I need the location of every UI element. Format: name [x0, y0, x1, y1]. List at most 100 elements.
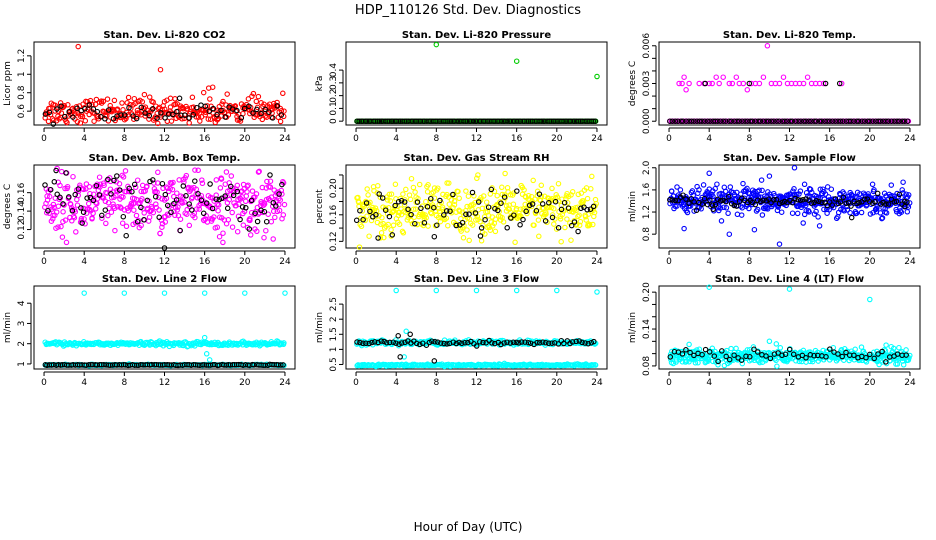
data-point — [144, 197, 151, 204]
data-point — [432, 339, 438, 345]
data-point — [902, 203, 908, 210]
plot-frame — [658, 285, 921, 370]
data-point — [497, 199, 503, 205]
data-point — [672, 197, 679, 204]
data-point — [667, 354, 674, 360]
data-point — [800, 347, 807, 354]
data-point — [177, 216, 184, 222]
panel-title: Stan. Dev. Li-820 CO2 — [103, 30, 225, 41]
data-point — [222, 114, 229, 120]
data-point — [239, 204, 246, 210]
data-point — [154, 115, 160, 121]
data-point — [247, 217, 253, 224]
x-tick-label: 4 — [393, 378, 399, 388]
data-point — [723, 198, 729, 205]
data-point — [168, 118, 175, 124]
data-point — [883, 342, 889, 348]
data-point — [195, 167, 201, 174]
data-point — [706, 170, 712, 177]
data-point — [209, 205, 216, 212]
data-point — [61, 103, 68, 109]
data-point — [65, 102, 71, 108]
data-point — [871, 355, 877, 362]
data-point — [382, 207, 389, 213]
y-tick-label: 1.5 — [329, 327, 339, 341]
data-point — [699, 201, 706, 207]
y-tick-label: 1.2 — [642, 205, 652, 219]
data-point — [806, 118, 812, 124]
data-point — [494, 192, 500, 199]
data-point — [245, 182, 251, 188]
data-point — [436, 118, 443, 124]
data-point — [170, 111, 176, 118]
data-point — [848, 203, 854, 209]
data-point — [242, 290, 248, 296]
data-point — [59, 234, 66, 240]
data-point — [800, 196, 806, 203]
data-point — [816, 223, 823, 229]
data-point — [209, 84, 216, 90]
x-tick-label: 0 — [353, 257, 359, 267]
data-point — [109, 107, 115, 114]
data-point — [590, 221, 596, 228]
data-point — [249, 93, 255, 100]
data-point — [851, 118, 857, 124]
data-point — [874, 190, 881, 197]
data-point — [280, 90, 286, 97]
data-point — [580, 198, 587, 204]
data-point — [579, 339, 585, 346]
x-tick-label: 16 — [511, 378, 523, 388]
data-point — [154, 189, 160, 195]
data-point — [522, 339, 528, 345]
data-point — [116, 181, 123, 187]
data-point — [704, 118, 711, 124]
data-point — [554, 287, 560, 294]
data-point — [891, 118, 898, 124]
data-point — [451, 202, 458, 208]
data-point — [132, 184, 139, 191]
data-point — [507, 340, 514, 346]
data-point — [904, 209, 911, 215]
data-point — [255, 93, 262, 100]
data-point — [867, 118, 873, 124]
data-point — [93, 96, 100, 103]
data-point — [408, 217, 414, 224]
data-point — [880, 199, 886, 206]
data-point — [141, 217, 147, 223]
data-point — [247, 215, 253, 222]
data-point — [171, 200, 177, 207]
data-point — [792, 118, 799, 124]
data-point — [72, 191, 78, 198]
data-point — [719, 348, 725, 354]
data-point — [214, 224, 221, 231]
data-point — [229, 209, 235, 216]
x-tick-label: 16 — [199, 257, 211, 267]
data-point — [62, 113, 68, 120]
data-point — [238, 115, 245, 121]
data-point — [555, 180, 562, 187]
data-point — [69, 218, 75, 224]
data-point — [765, 118, 772, 124]
data-point — [832, 196, 839, 202]
data-point — [199, 362, 206, 368]
data-point — [809, 358, 816, 365]
data-point — [706, 349, 713, 355]
x-tick-label: 12 — [784, 134, 795, 144]
plot-frame — [345, 164, 608, 249]
data-point — [58, 168, 65, 175]
data-point — [799, 352, 806, 359]
data-point — [591, 338, 597, 345]
data-point — [820, 186, 826, 192]
data-point — [240, 362, 246, 368]
data-point — [123, 188, 129, 195]
data-point — [787, 118, 794, 124]
data-point — [713, 74, 719, 80]
data-point — [233, 202, 239, 209]
data-point — [782, 351, 789, 357]
data-point — [592, 362, 599, 368]
data-point — [122, 168, 129, 174]
data-point — [174, 190, 180, 196]
data-point — [202, 112, 209, 118]
data-point — [681, 225, 687, 232]
